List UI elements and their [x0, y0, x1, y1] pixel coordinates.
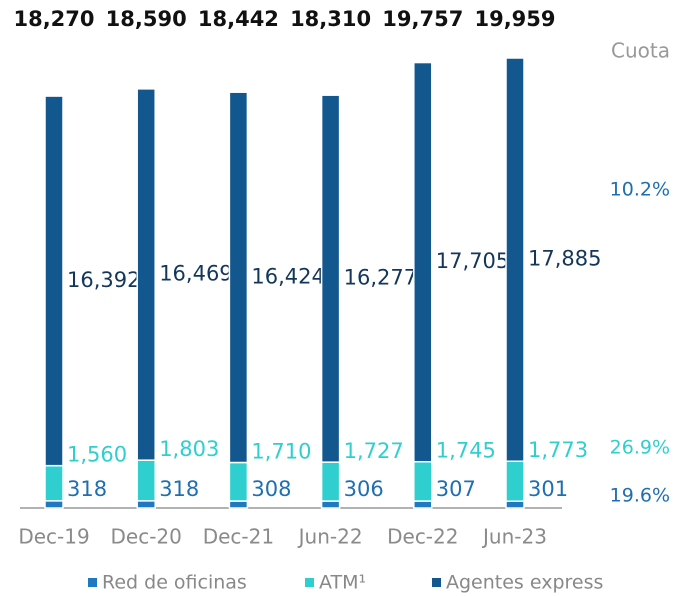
x-tick-label: Dec-19 — [18, 525, 89, 549]
x-tick-label: Jun-23 — [481, 525, 547, 549]
total-label: 19,757 — [382, 7, 463, 31]
total-label: 19,959 — [474, 7, 555, 31]
data-label: 301 — [528, 477, 568, 501]
x-tick-label: Jun-22 — [297, 525, 363, 549]
bar-segment — [136, 88, 156, 461]
data-label: 1,710 — [251, 440, 311, 464]
bar-segment — [44, 500, 64, 509]
legend-marker — [305, 578, 314, 587]
x-tick-label: Dec-20 — [111, 525, 182, 549]
bar-segment — [228, 461, 249, 502]
total-label: 18,310 — [290, 7, 371, 31]
legend-marker — [88, 578, 97, 587]
share-label: 26.9% — [610, 437, 670, 459]
bar-segment — [228, 91, 249, 464]
data-label: 1,727 — [344, 439, 404, 463]
data-label: 16,469 — [159, 262, 232, 286]
data-label: 308 — [251, 477, 291, 501]
data-label: 318 — [159, 477, 199, 501]
legend-marker — [432, 578, 441, 587]
bar-segment — [44, 95, 64, 467]
share-label: 10.2% — [610, 179, 670, 201]
bar-segment — [413, 460, 433, 502]
bar-segment — [413, 500, 433, 509]
bar-segment — [44, 464, 64, 502]
total-label: 18,270 — [13, 7, 94, 31]
bar-segment — [505, 460, 525, 502]
bar-segment — [320, 500, 341, 509]
total-label: 18,590 — [106, 7, 187, 31]
bar-segment — [320, 461, 341, 502]
share-label: 19.6% — [610, 485, 670, 507]
bar-segment — [136, 459, 156, 502]
data-label: 17,705 — [436, 249, 509, 273]
bar-segment — [505, 500, 525, 509]
bar-segment — [505, 57, 525, 462]
data-label: 318 — [67, 477, 107, 501]
data-label: 306 — [344, 477, 384, 501]
data-label: 1,773 — [528, 438, 588, 462]
data-label: 1,560 — [67, 443, 127, 467]
data-label: 16,392 — [67, 268, 140, 292]
bar-segment — [413, 61, 433, 463]
data-label: 16,277 — [344, 266, 417, 290]
total-label: 18,442 — [198, 7, 279, 31]
data-label: 307 — [436, 477, 476, 501]
legend-label: Agentes express — [446, 572, 603, 594]
bar-segment — [228, 500, 249, 509]
share-title: Cuota — [611, 39, 670, 63]
legend-label: ATM¹ — [319, 572, 366, 594]
bar-segment — [136, 500, 156, 509]
x-tick-label: Dec-21 — [203, 525, 274, 549]
bar-segment — [320, 94, 341, 463]
legend-label: Red de oficinas — [102, 572, 247, 594]
x-tick-label: Dec-22 — [387, 525, 458, 549]
data-label: 17,885 — [528, 247, 601, 271]
data-label: 1,745 — [436, 439, 496, 463]
data-label: 16,424 — [251, 264, 324, 288]
data-label: 1,803 — [159, 437, 219, 461]
